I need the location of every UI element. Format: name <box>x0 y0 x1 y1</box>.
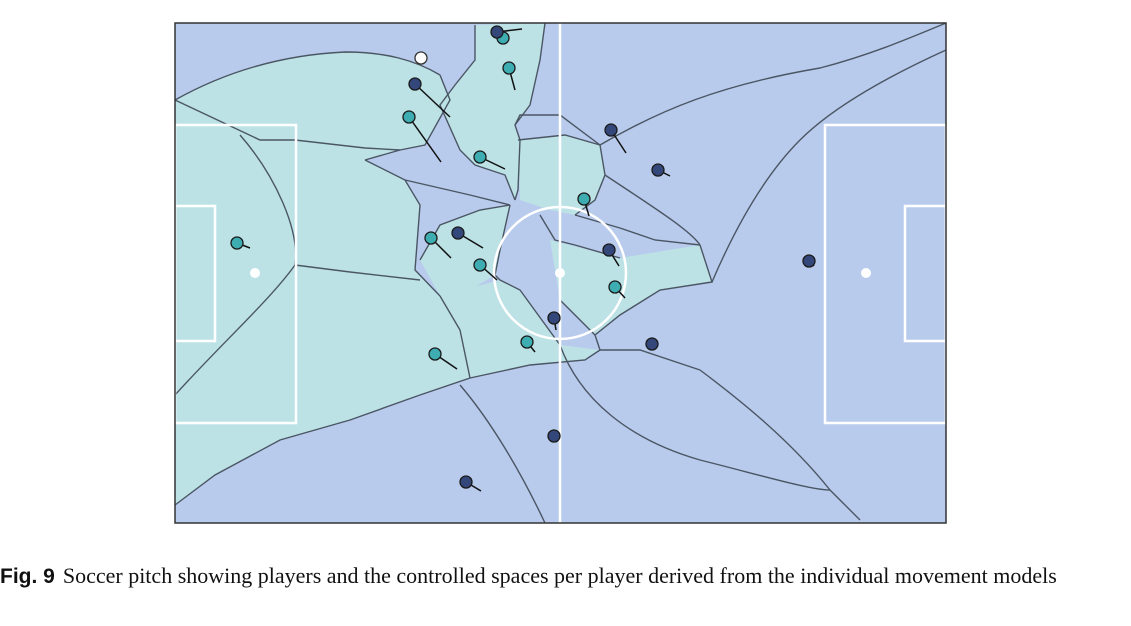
home-control-region-inner <box>420 205 510 296</box>
player-marker <box>520 335 534 349</box>
away-player-8 <box>547 311 561 331</box>
away-player-2 <box>408 77 451 118</box>
player-marker <box>408 77 422 91</box>
home-player-9 <box>608 280 626 299</box>
away-players <box>408 25 816 492</box>
player-marker <box>502 61 516 75</box>
player-marker <box>473 258 487 272</box>
center-spot <box>555 268 565 278</box>
player-marker <box>424 231 438 245</box>
player-marker <box>230 236 244 250</box>
right-penalty-spot <box>861 268 871 278</box>
home-player-2 <box>502 61 516 91</box>
player-marker <box>428 347 442 361</box>
figure-caption-text: Soccer pitch showing players and the con… <box>62 563 1057 588</box>
player-marker <box>473 150 487 164</box>
figure-label: Fig. 9 <box>0 565 55 588</box>
figure-caption: Fig. 9 Soccer pitch showing players and t… <box>0 560 1125 592</box>
away-player-11 <box>459 475 482 492</box>
home-player-7 <box>424 231 452 259</box>
pitch-border <box>174 22 947 524</box>
pitch <box>173 22 948 524</box>
player-marker <box>608 280 622 294</box>
home-player-5 <box>577 192 591 217</box>
velocity-vector <box>408 116 442 163</box>
away-player-6 <box>602 243 620 267</box>
player-marker <box>547 311 561 325</box>
away-player-4 <box>651 163 671 177</box>
velocity-vector <box>414 83 451 118</box>
home-control-region-left <box>175 52 470 505</box>
left-penalty-spot <box>250 268 260 278</box>
soccer-pitch-figure <box>173 22 948 524</box>
pitch-spots <box>250 268 871 278</box>
home-control-region-right <box>550 240 712 335</box>
player-marker <box>645 337 659 351</box>
player-marker <box>651 163 665 177</box>
away-player-5 <box>451 226 484 249</box>
player-marker <box>802 254 816 268</box>
player-marker <box>490 25 504 39</box>
away-player-9 <box>645 337 659 351</box>
home-player-11 <box>428 347 458 370</box>
away-player-1 <box>490 25 523 39</box>
control-boundaries <box>174 22 947 524</box>
home-player-3 <box>402 110 442 163</box>
player-marker <box>459 475 473 489</box>
away-player-7 <box>802 254 816 268</box>
ball <box>414 51 428 65</box>
home-player-8 <box>473 258 498 281</box>
home-player-10 <box>520 335 536 353</box>
center-circle <box>492 205 628 341</box>
player-marker <box>451 226 465 240</box>
home-players <box>230 31 626 370</box>
home-player-6 <box>230 236 251 250</box>
player-marker <box>577 192 591 206</box>
away-player-3 <box>604 123 627 154</box>
player-marker <box>547 429 561 443</box>
home-player-4 <box>473 150 506 170</box>
player-marker <box>602 243 616 257</box>
away-player-10 <box>547 429 561 443</box>
player-marker <box>402 110 416 124</box>
player-marker <box>604 123 618 137</box>
